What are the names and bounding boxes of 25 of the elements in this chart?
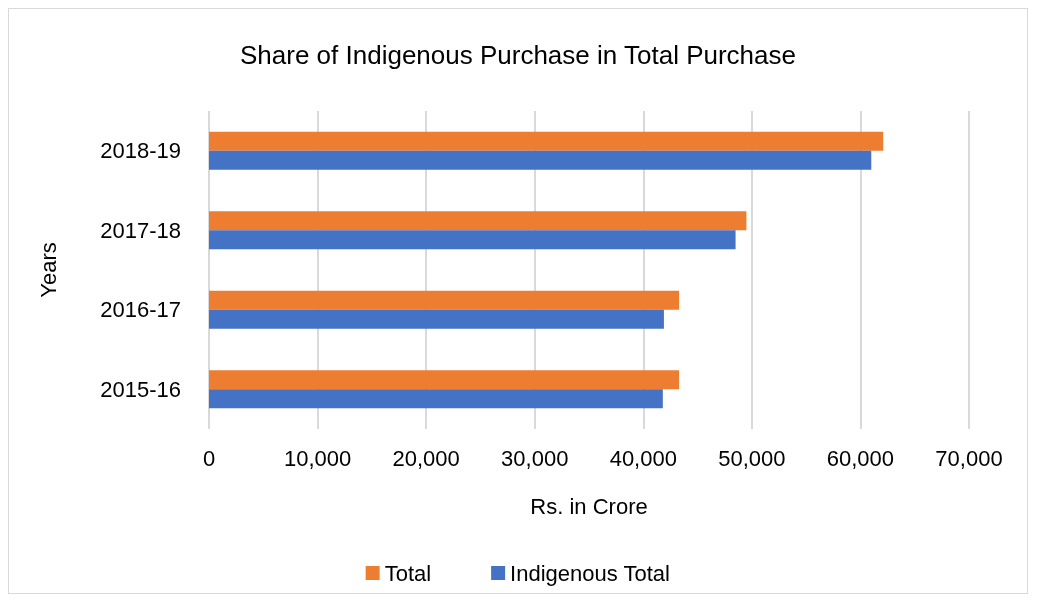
- bar: [209, 211, 747, 231]
- x-tick-label: 50,000: [718, 445, 786, 471]
- chart-title: Share of Indigenous Purchase in Total Purchase: [240, 40, 796, 70]
- x-tick-label: 10,000: [283, 445, 352, 471]
- bar: [209, 309, 664, 329]
- bar: [209, 389, 663, 409]
- bar: [209, 131, 884, 151]
- x-tick-label: 40,000: [609, 445, 677, 471]
- legend-label: Total: [384, 560, 432, 586]
- y-tick-label: 2017-18: [100, 217, 181, 243]
- legend-label: Indigenous Total: [510, 560, 670, 586]
- y-tick-label: 2015-16: [100, 376, 181, 402]
- x-tick-label: 60,000: [826, 445, 895, 471]
- bar: [209, 290, 680, 310]
- y-axis-title: Years: [35, 242, 61, 298]
- x-tick-label: 30,000: [501, 445, 569, 471]
- x-tick-label: 20,000: [392, 445, 460, 471]
- bar: [209, 370, 680, 390]
- x-axis-title: Rs. in Crore: [530, 493, 648, 519]
- y-tick-label: 2016-17: [100, 297, 181, 323]
- bar: [209, 230, 736, 250]
- x-tick-label: 0: [202, 445, 216, 471]
- x-tick-label: 70,000: [935, 445, 1003, 471]
- y-tick-label: 2018-19: [100, 138, 181, 164]
- bar: [209, 150, 872, 170]
